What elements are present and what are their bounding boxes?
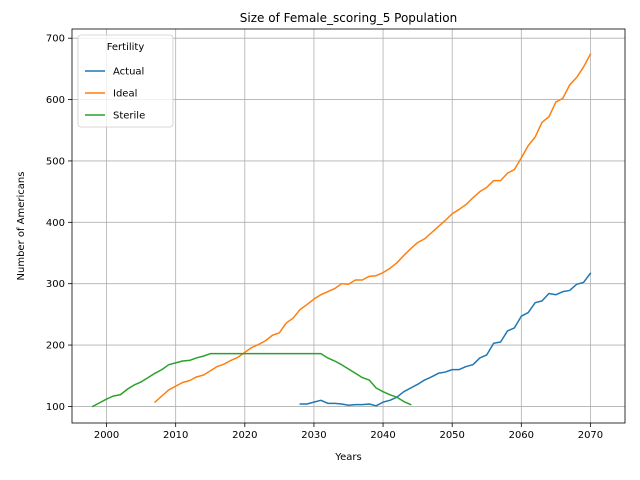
x-tick-label: 2070 [578,430,603,441]
x-tick-label: 2040 [370,430,395,441]
x-tick-label: 2020 [232,430,257,441]
y-tick-label: 400 [46,218,65,229]
legend-title: Fertility [107,42,145,53]
chart-title: Size of Female_scoring_5 Population [240,11,457,25]
x-tick-label: 2010 [163,430,188,441]
plot-frame [71,28,626,424]
x-tick-label: 2050 [439,430,464,441]
y-tick-label: 700 [46,34,65,45]
legend-label-sterile: Sterile [113,111,145,122]
legend-label-actual: Actual [113,67,144,78]
series-lines [91,53,592,408]
series-line-actual [299,272,592,407]
y-axis-label: Number of Americans [16,172,27,281]
y-tick-label: 600 [46,95,65,106]
legend: Fertility Actual Ideal Sterile [77,34,174,128]
legend-label-ideal: Ideal [113,89,137,100]
axis-ticks: 2000 2010 2020 2030 2040 2050 2060 2070 100 200 30… [46,34,603,441]
y-tick-label: 100 [46,402,65,413]
x-tick-label: 2030 [301,430,326,441]
y-tick-label: 500 [46,156,65,167]
y-tick-label: 300 [46,279,65,290]
series-line-ideal [154,53,592,403]
x-axis-label: Years [334,452,361,463]
x-tick-label: 2000 [94,430,119,441]
series-line-sterile [91,352,412,408]
x-tick-label: 2060 [509,430,534,441]
y-tick-label: 200 [46,341,65,352]
legend-entries: Actual Ideal Sterile [85,67,145,122]
legend-box [77,34,174,128]
